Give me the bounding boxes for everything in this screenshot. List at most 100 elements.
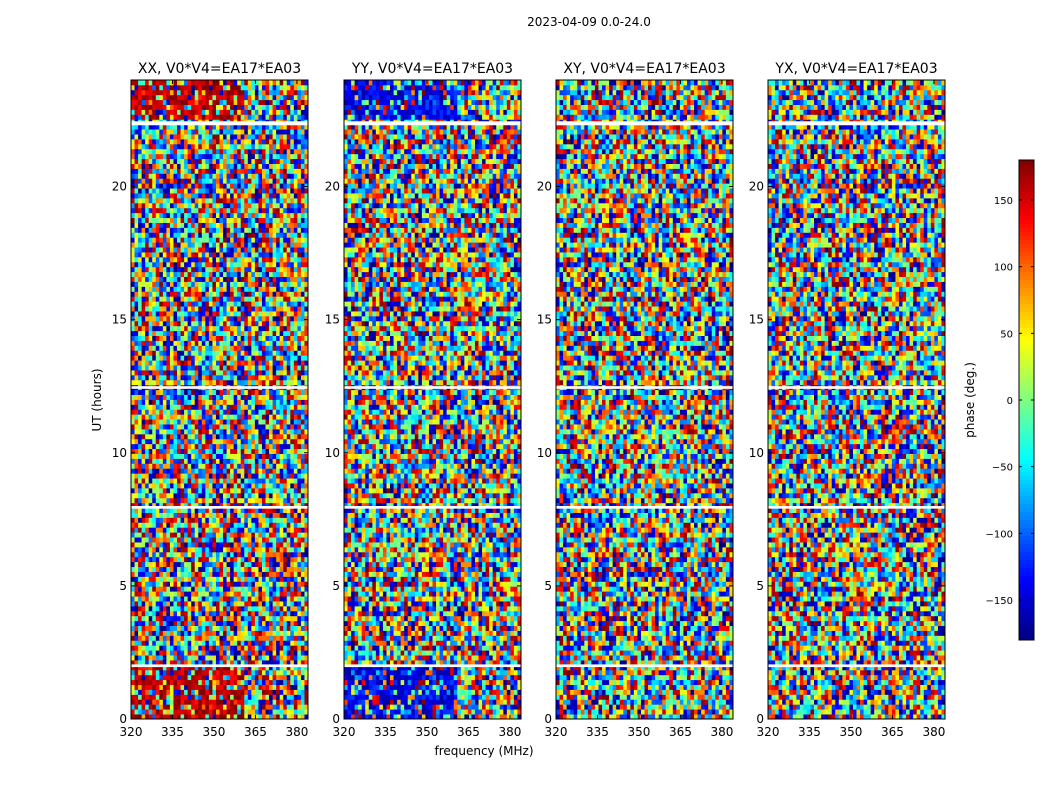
flagged-band: [768, 386, 945, 389]
colorbar-segment: [1019, 220, 1034, 225]
phase-heatmap-xy: [556, 80, 734, 720]
colorbar-segment: [1019, 232, 1034, 237]
colorbar-segment: [1019, 460, 1034, 465]
colorbar-segment: [1019, 344, 1034, 349]
y-tick-label: 20: [537, 180, 552, 194]
x-tick-label: 350: [628, 725, 651, 739]
colorbar-segment: [1019, 264, 1034, 269]
flagged-band: [131, 506, 308, 509]
panel-yx: YX, V0*V4=EA17*EA03 320 335 350 365 380 0 5 10 15…: [749, 61, 946, 739]
y-tick-label: 15: [749, 313, 764, 327]
y-tick-label: 15: [325, 313, 340, 327]
flagged-band: [556, 386, 733, 389]
x-tick-label: 320: [333, 725, 356, 739]
colorbar-label: phase (deg.): [963, 362, 977, 438]
colorbar-segment: [1019, 236, 1034, 241]
colorbar-segment: [1019, 324, 1034, 329]
colorbar-segment: [1019, 428, 1034, 433]
colorbar-segment: [1019, 400, 1034, 405]
y-tick-label: 5: [544, 579, 552, 593]
colorbar: 150 100 50 0 −50 −100 −150: [986, 159, 1035, 641]
colorbar-tick-label: −150: [986, 596, 1013, 607]
colorbar-segment: [1019, 368, 1034, 373]
colorbar-tick-label: 0: [1007, 396, 1013, 407]
colorbar-segment: [1019, 636, 1034, 641]
colorbar-segment: [1019, 272, 1034, 277]
colorbar-segment: [1019, 240, 1034, 245]
colorbar-segment: [1019, 332, 1034, 337]
x-tick-label: 320: [757, 725, 780, 739]
x-tick-label: 335: [798, 725, 821, 739]
colorbar-segment: [1019, 184, 1034, 189]
colorbar-segment: [1019, 396, 1034, 401]
colorbar-segment: [1019, 392, 1034, 397]
colorbar-segment: [1019, 436, 1034, 441]
y-tick-label: 5: [756, 579, 764, 593]
flagged-band: [131, 121, 308, 126]
x-tick-label: 320: [545, 725, 568, 739]
x-tick-label: 380: [710, 725, 733, 739]
panel-title: YY, V0*V4=EA17*EA03: [351, 61, 513, 77]
flagged-band: [131, 664, 308, 668]
colorbar-segment: [1019, 628, 1034, 633]
colorbar-segment: [1019, 408, 1034, 413]
x-tick-label: 380: [498, 725, 521, 739]
panel-xy: XY, V0*V4=EA17*EA03 320 335 350 365 380 0 5 10 15…: [537, 61, 734, 739]
phase-heatmap-yx: [768, 80, 946, 720]
colorbar-segment: [1019, 532, 1034, 537]
x-tick-label: 365: [457, 725, 480, 739]
y-tick-label: 20: [325, 180, 340, 194]
panel-frame: [343, 79, 522, 720]
colorbar-segment: [1019, 560, 1034, 565]
panel-frame: [130, 79, 309, 720]
colorbar-segment: [1019, 196, 1034, 201]
panel-yy: YY, V0*V4=EA17*EA03 320 335 350 365 380 0 5 10 15…: [325, 61, 522, 739]
colorbar-segment: [1019, 328, 1034, 333]
flagged-band: [344, 121, 521, 126]
x-tick-label: 365: [881, 725, 904, 739]
colorbar-segment: [1019, 312, 1034, 317]
colorbar-segment: [1019, 584, 1034, 589]
colorbar-segment: [1019, 248, 1034, 253]
colorbar-segment: [1019, 304, 1034, 309]
colorbar-segment: [1019, 320, 1034, 325]
colorbar-segment: [1019, 568, 1034, 573]
colorbar-segment: [1019, 188, 1034, 193]
colorbar-segment: [1019, 556, 1034, 561]
x-axis-label: frequency (MHz): [434, 744, 533, 758]
flagged-band: [556, 664, 733, 668]
colorbar-segment: [1019, 292, 1034, 297]
colorbar-segment: [1019, 260, 1034, 265]
colorbar-segment: [1019, 416, 1034, 421]
x-tick-label: 350: [416, 725, 439, 739]
colorbar-segment: [1019, 244, 1034, 249]
colorbar-segment: [1019, 256, 1034, 261]
flagged-band: [131, 386, 308, 389]
colorbar-segment: [1019, 388, 1034, 393]
flagged-band: [556, 121, 733, 126]
colorbar-segment: [1019, 576, 1034, 581]
colorbar-segment: [1019, 340, 1034, 345]
x-tick-label: 320: [120, 725, 143, 739]
y-tick-label: 10: [537, 446, 552, 460]
colorbar-segment: [1019, 372, 1034, 377]
colorbar-segment: [1019, 316, 1034, 321]
x-tick-label: 335: [161, 725, 184, 739]
colorbar-segment: [1019, 596, 1034, 601]
colorbar-segment: [1019, 384, 1034, 389]
colorbar-segment: [1019, 412, 1034, 417]
colorbar-segment: [1019, 180, 1034, 185]
colorbar-segment: [1019, 524, 1034, 529]
colorbar-segment: [1019, 500, 1034, 505]
colorbar-segment: [1019, 224, 1034, 229]
panel-title: XY, V0*V4=EA17*EA03: [563, 61, 725, 77]
colorbar-segment: [1019, 544, 1034, 549]
panel-xx: XX, V0*V4=EA17*EA03 320 335 350 365 380 0 5 10 15…: [112, 61, 309, 739]
colorbar-segment: [1019, 164, 1034, 169]
colorbar-segment: [1019, 516, 1034, 521]
flagged-band: [344, 664, 521, 668]
colorbar-segment: [1019, 204, 1034, 209]
colorbar-segment: [1019, 536, 1034, 541]
colorbar-tick-label: 50: [1000, 329, 1013, 340]
